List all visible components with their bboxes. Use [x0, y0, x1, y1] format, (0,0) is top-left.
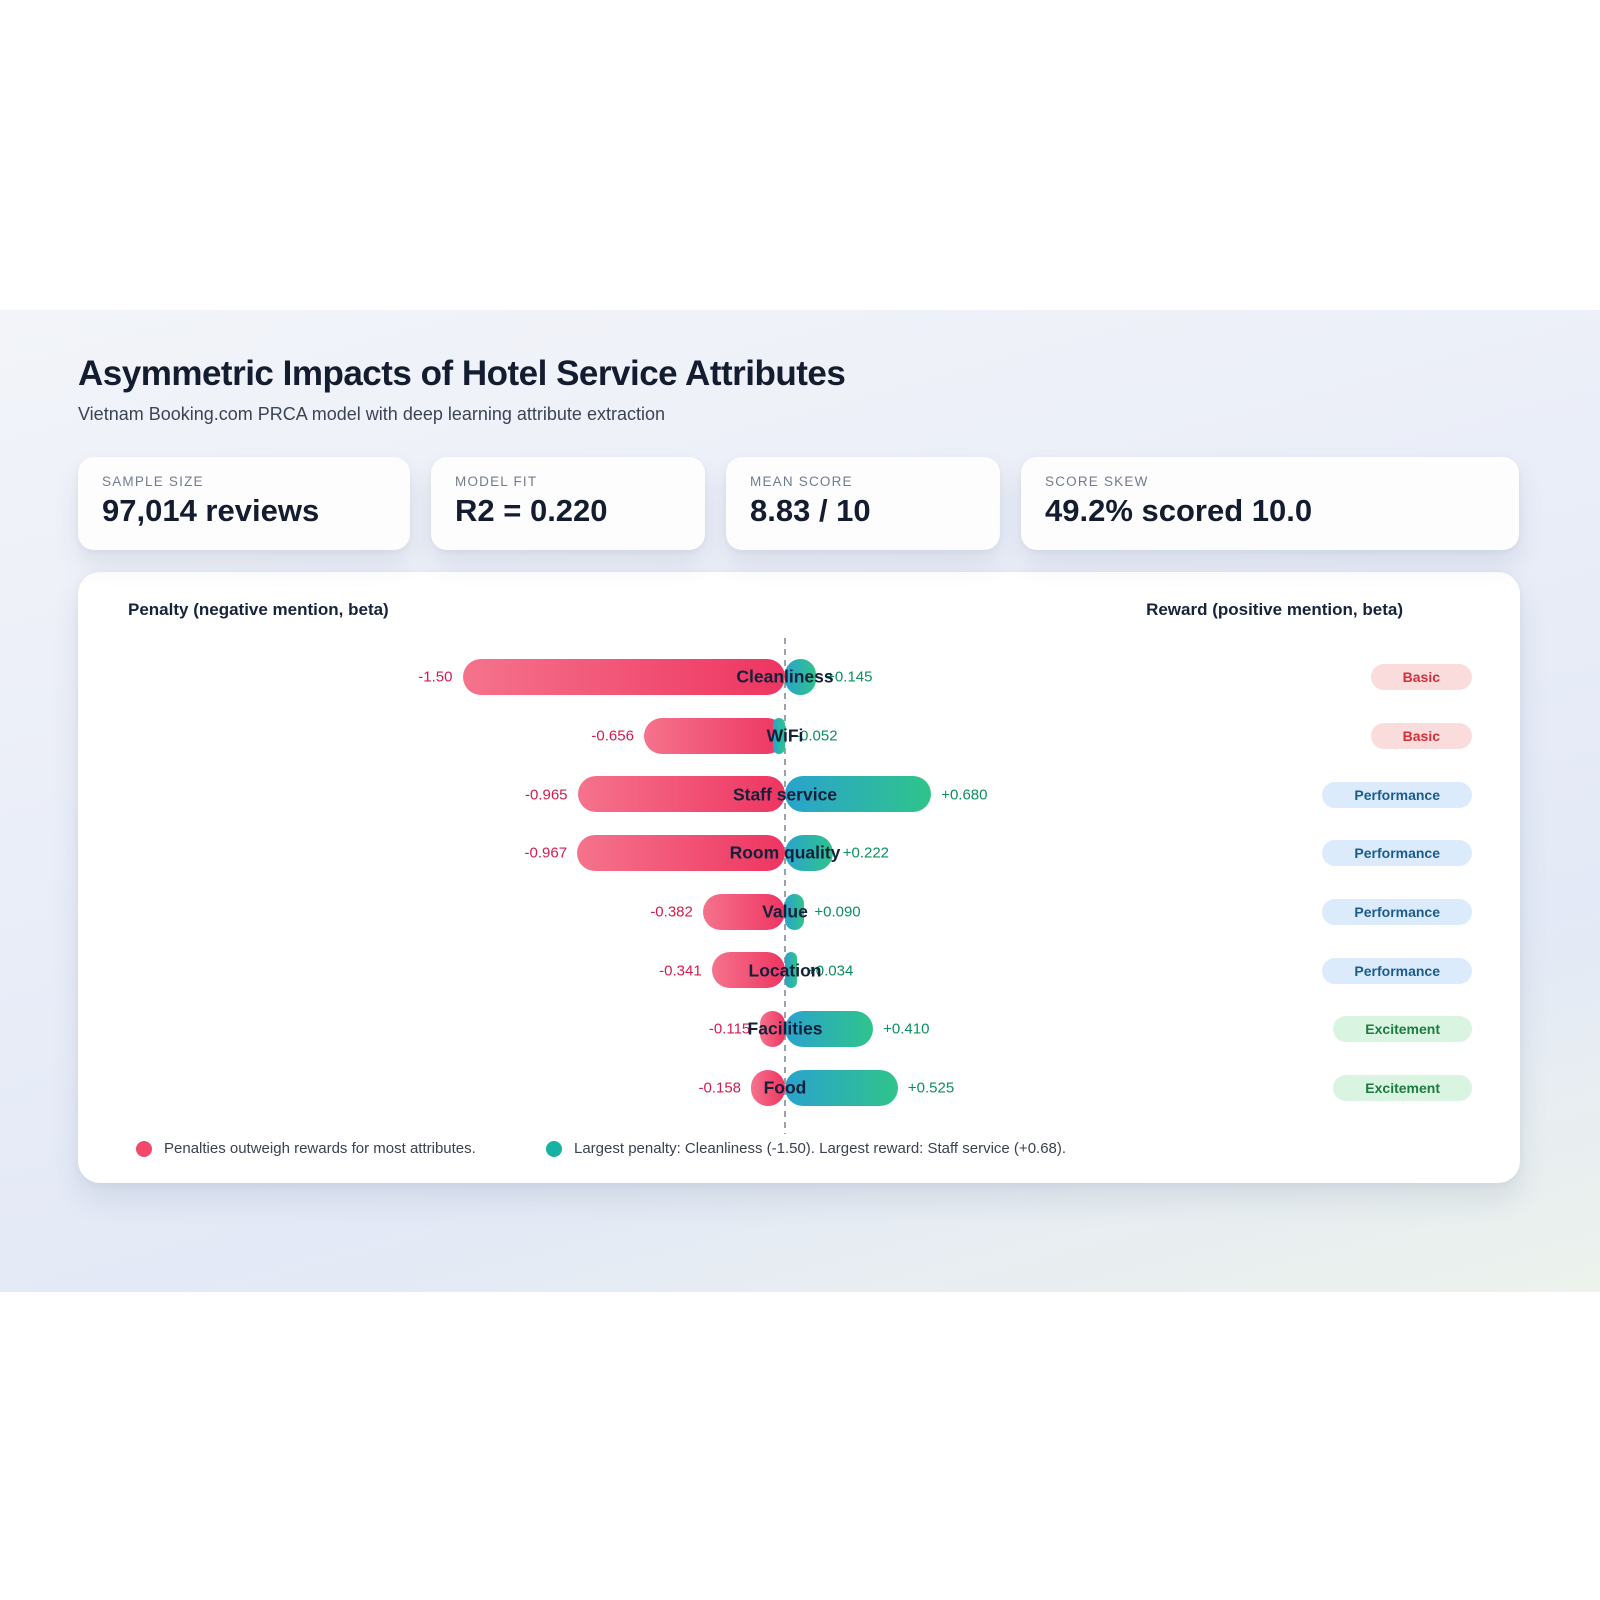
reward-bar: [773, 717, 785, 754]
chart-row: -0.965 +0.680 Staff service Performance: [78, 765, 1520, 824]
penalty-value-label: -0.382: [650, 903, 693, 921]
stat-label: SCORE SKEW: [1045, 474, 1149, 489]
legend-item-penalty: Penalties outweigh rewards for most attr…: [136, 1140, 546, 1157]
category-badge: Performance: [1322, 781, 1472, 808]
stat-label: SAMPLE SIZE: [102, 474, 204, 489]
category-badge: Performance: [1322, 957, 1472, 984]
stat-card-mean-score: MEAN SCORE 8.83 / 10: [726, 457, 1000, 550]
reward-bar: [785, 776, 932, 813]
penalty-dot-icon: [136, 1140, 152, 1157]
page-title: Asymmetric Impacts of Hotel Service Attr…: [78, 354, 846, 393]
penalty-bar: [462, 659, 785, 695]
penalty-bar: [643, 717, 785, 754]
chart-card: Penalty (negative mention, beta) Reward …: [78, 572, 1520, 1183]
stat-value: R2 = 0.220: [455, 493, 608, 528]
stat-label: MODEL FIT: [455, 474, 538, 489]
penalty-value-label: -0.158: [698, 1079, 742, 1097]
legend-item-reward: Largest penalty: Cleanliness (-1.50). La…: [546, 1140, 1066, 1157]
reward-value-label: +0.034: [807, 962, 854, 980]
reward-bar: [785, 1069, 898, 1106]
stat-value: 49.2% scored 10.0: [1045, 493, 1313, 528]
reward-value-label: +0.090: [814, 903, 861, 921]
penalty-value-label: -1.50: [418, 668, 453, 686]
reward-value-label: -0.052: [795, 727, 838, 745]
stat-label: MEAN SCORE: [750, 474, 853, 489]
stat-card-model-fit: MODEL FIT R2 = 0.220: [431, 457, 705, 550]
content-container: Asymmetric Impacts of Hotel Service Attr…: [78, 310, 1520, 1183]
penalty-bar: [711, 952, 785, 989]
category-badge: Performance: [1322, 899, 1472, 926]
attribute-label: Room quality: [729, 842, 841, 863]
attribute-label: Facilities: [747, 1018, 823, 1039]
attribute-label: WiFi: [766, 725, 804, 746]
page-subtitle: Vietnam Booking.com PRCA model with deep…: [78, 404, 665, 424]
legend-text: Largest penalty: Cleanliness (-1.50). La…: [574, 1140, 1067, 1157]
chart-row: -0.341 +0.034 Location Performance: [78, 941, 1520, 1000]
category-badge: Basic: [1370, 664, 1472, 691]
attribute-label: Value: [762, 901, 808, 922]
chart-plot: -1.50 +0.145 Cleanliness Basic -0.656 -0.052 W…: [78, 638, 1520, 1134]
legend-text: Penalties outweigh rewards for most attr…: [164, 1140, 476, 1157]
category-badge: Excitement: [1333, 1016, 1472, 1043]
reward-bar: [785, 835, 833, 872]
stat-value: 97,014 reviews: [102, 493, 320, 528]
penalty-value-label: -0.965: [524, 786, 568, 804]
attribute-label: Food: [763, 1077, 807, 1098]
reward-value-label: +0.145: [826, 668, 873, 686]
reward-dot-icon: [546, 1140, 562, 1157]
reward-value-label: +0.410: [883, 1020, 930, 1038]
chart-legend: Penalties outweigh rewards for most attr…: [78, 1140, 1520, 1157]
content-band: Asymmetric Impacts of Hotel Service Attr…: [0, 310, 1600, 1292]
reward-bar: [785, 659, 817, 695]
stat-card-score-skew: SCORE SKEW 49.2% scored 10.0: [1021, 457, 1519, 550]
chart-row: -0.382 +0.090 Value Performance: [78, 883, 1520, 942]
reward-value-label: +0.680: [941, 786, 988, 804]
penalty-bar: [760, 1011, 785, 1048]
penalty-value-label: -0.656: [591, 727, 634, 745]
reward-bar: [785, 1011, 874, 1048]
category-badge: Basic: [1370, 723, 1472, 750]
reward-bar: [785, 952, 797, 989]
penalty-value-label: -0.967: [524, 844, 568, 862]
zero-axis-line: [784, 638, 786, 1134]
penalty-value-label: -0.341: [659, 962, 702, 980]
penalty-bar: [577, 776, 785, 813]
reward-bar: [785, 893, 805, 930]
penalty-value-label: -0.115: [708, 1020, 751, 1038]
reward-axis-title: Reward (positive mention, beta): [1146, 600, 1403, 619]
reward-value-label: +0.222: [842, 844, 890, 862]
attribute-label: Location: [748, 960, 822, 981]
chart-row: -0.115 +0.410 Facilities Excitement: [78, 1000, 1520, 1059]
penalty-axis-title: Penalty (negative mention, beta): [128, 600, 389, 619]
chart-row: -1.50 +0.145 Cleanliness Basic: [78, 648, 1520, 707]
stats-row: SAMPLE SIZE 97,014 reviews MODEL FIT R2 …: [78, 457, 1520, 550]
category-badge: Performance: [1322, 840, 1472, 867]
stat-card-sample-size: SAMPLE SIZE 97,014 reviews: [78, 457, 410, 550]
penalty-bar: [751, 1069, 785, 1106]
chart-headers: Penalty (negative mention, beta) Reward …: [78, 600, 1520, 620]
attribute-label: Cleanliness: [736, 666, 834, 687]
category-badge: Excitement: [1333, 1075, 1472, 1102]
reward-value-label: +0.525: [907, 1079, 955, 1097]
chart-row: -0.656 -0.052 WiFi Basic: [78, 707, 1520, 766]
penalty-bar: [577, 835, 785, 872]
attribute-label: Staff service: [732, 784, 838, 805]
stat-value: 8.83 / 10: [750, 493, 871, 528]
chart-row: -0.967 +0.222 Room quality Performance: [78, 824, 1520, 883]
chart-row: -0.158 +0.525 Food Excitement: [78, 1059, 1520, 1118]
penalty-bar: [702, 893, 785, 930]
